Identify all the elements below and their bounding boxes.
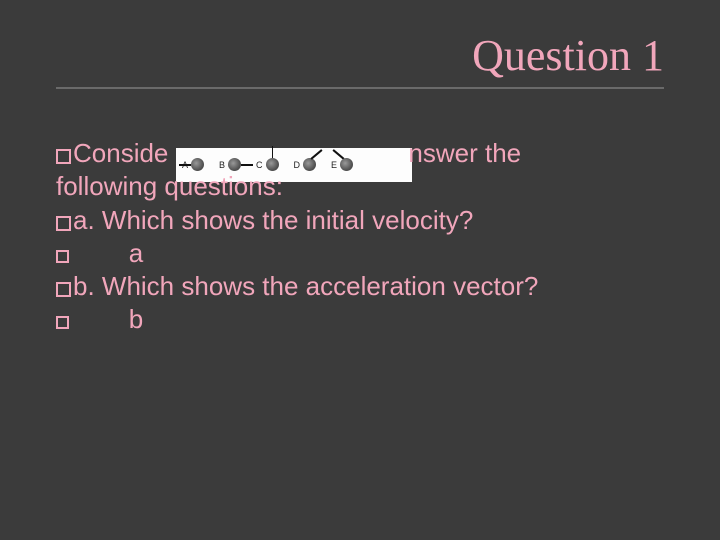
bullet-icon — [56, 250, 69, 263]
bullet-icon — [56, 216, 71, 231]
text-fragment: a. Which shows the initial velocity? — [73, 205, 473, 235]
line-3: a. Which shows the initial velocity? — [56, 204, 664, 237]
line-6: b — [56, 303, 664, 336]
text-fragment: nswer the — [408, 138, 521, 168]
line-5: b. Which shows the acceleration vector? — [56, 270, 664, 303]
text-fragment: b — [71, 304, 143, 334]
text-fragment: Conside — [73, 138, 168, 168]
line-2: following questions: — [56, 170, 664, 203]
bullet-icon — [56, 316, 69, 329]
body-text: Conside nswer the following questions: a.… — [56, 137, 664, 337]
slide-title: Question 1 — [56, 30, 664, 81]
line-4: a — [56, 237, 664, 270]
line-1: Conside nswer the — [56, 137, 664, 170]
text-fragment: a — [71, 238, 143, 268]
bullet-icon — [56, 149, 71, 164]
text-fragment: b. Which shows the acceleration vector? — [73, 271, 538, 301]
bullet-icon — [56, 282, 71, 297]
title-rule — [56, 87, 664, 89]
slide: Question 1 A B C D — [0, 0, 720, 540]
